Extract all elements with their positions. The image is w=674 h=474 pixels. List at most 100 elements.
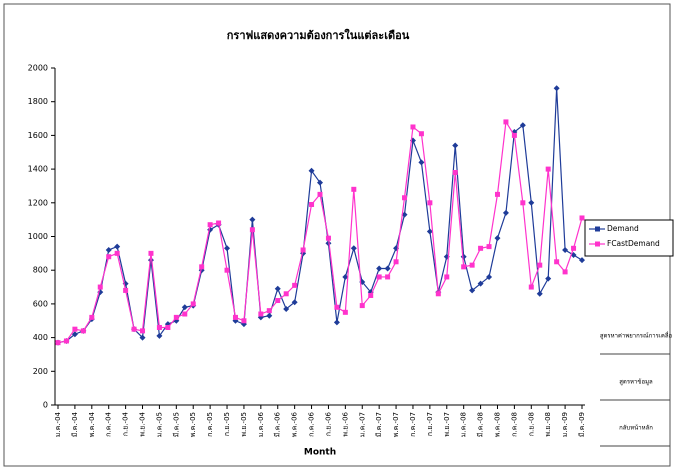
x-tick-label: ม.ค.-04 bbox=[54, 411, 62, 437]
x-tick-label: มี.ค.-08 bbox=[477, 412, 485, 437]
x-tick-label: ก.ค.-05 bbox=[206, 412, 214, 437]
x-tick-label: ก.ย.-07 bbox=[426, 412, 434, 436]
point bbox=[469, 287, 476, 294]
x-tick-label: ก.ค.-06 bbox=[308, 411, 316, 436]
point bbox=[553, 85, 560, 92]
x-tick-label: พ.ย.-06 bbox=[341, 411, 349, 436]
point bbox=[502, 209, 509, 216]
x-tick-label: ก.ย.-06 bbox=[324, 411, 332, 436]
point bbox=[494, 235, 501, 242]
nav-button[interactable]: สูตรหาค่าพยากรณ์การเคลื่อ bbox=[600, 332, 673, 340]
point bbox=[123, 287, 129, 293]
point bbox=[333, 319, 340, 326]
x-tick-label: ม.ค.-09 bbox=[561, 412, 569, 437]
y-tick-label: 400 bbox=[33, 333, 48, 342]
point bbox=[89, 314, 95, 320]
x-tick-label: พ.ค.-08 bbox=[493, 412, 501, 437]
point bbox=[266, 312, 273, 319]
point bbox=[376, 274, 382, 280]
point bbox=[486, 273, 493, 280]
point bbox=[342, 273, 349, 280]
legend-marker bbox=[595, 241, 600, 247]
point bbox=[376, 265, 383, 272]
x-tick-label: ม.ค.-06 bbox=[257, 411, 265, 437]
point bbox=[368, 292, 374, 298]
point bbox=[452, 142, 459, 149]
point bbox=[385, 274, 391, 280]
y-tick-label: 1400 bbox=[28, 165, 48, 174]
point bbox=[519, 122, 526, 129]
x-axis-label: Month bbox=[304, 448, 336, 458]
point bbox=[182, 311, 188, 317]
x-tick-label: มี.ค.-05 bbox=[172, 412, 180, 437]
x-tick-label: ม.ค.-07 bbox=[358, 412, 366, 437]
point bbox=[359, 303, 365, 309]
point bbox=[494, 191, 500, 197]
y-tick-label: 1600 bbox=[28, 131, 48, 140]
x-tick-label: พ.ค.-07 bbox=[392, 412, 400, 437]
point bbox=[148, 250, 154, 256]
point bbox=[181, 304, 188, 311]
y-tick-label: 800 bbox=[33, 266, 48, 275]
y-tick-label: 200 bbox=[33, 367, 48, 376]
point bbox=[384, 265, 391, 272]
point bbox=[545, 166, 551, 172]
point bbox=[131, 326, 137, 332]
point bbox=[105, 246, 112, 253]
point bbox=[283, 291, 289, 297]
x-tick-label: ก.ย.-04 bbox=[122, 411, 130, 436]
point bbox=[426, 228, 433, 235]
legend-label: Demand bbox=[607, 224, 639, 233]
point bbox=[427, 200, 433, 206]
point bbox=[249, 227, 255, 233]
x-tick-label: ม.ค.-08 bbox=[460, 412, 468, 437]
point bbox=[461, 264, 467, 270]
x-tick-label: ก.ค.-08 bbox=[510, 412, 518, 437]
point bbox=[114, 243, 121, 250]
chart-frame bbox=[3, 3, 671, 467]
point bbox=[71, 331, 78, 338]
point bbox=[63, 338, 69, 344]
legend-label: FCastDemand bbox=[607, 239, 660, 248]
point bbox=[156, 332, 163, 339]
nav-button[interactable]: สูตรหาข้อมูล bbox=[619, 379, 653, 386]
point bbox=[410, 124, 416, 130]
nav-button[interactable]: กลับหน้าหลัก bbox=[619, 425, 653, 432]
x-tick-label: มี.ค.-07 bbox=[375, 412, 383, 437]
point bbox=[190, 301, 196, 307]
y-tick-label: 600 bbox=[33, 299, 48, 308]
y-tick-label: 1000 bbox=[28, 232, 48, 241]
x-tick-label: ก.ค.-04 bbox=[105, 411, 113, 436]
point bbox=[317, 179, 323, 186]
x-tick-label: มี.ค.-09 bbox=[578, 412, 586, 437]
point bbox=[503, 119, 509, 125]
point bbox=[325, 235, 331, 241]
point bbox=[224, 267, 230, 273]
point bbox=[258, 311, 264, 317]
x-tick-label: พ.ย.-07 bbox=[443, 412, 451, 437]
x-tick-label: พ.ค.-05 bbox=[189, 412, 197, 437]
point bbox=[486, 244, 492, 250]
point bbox=[402, 195, 408, 201]
point bbox=[165, 324, 171, 330]
point bbox=[266, 308, 272, 314]
point bbox=[418, 131, 424, 137]
point bbox=[325, 240, 332, 247]
point bbox=[579, 257, 585, 264]
x-tick-label: ม.ค.-05 bbox=[155, 412, 163, 437]
point bbox=[562, 246, 569, 253]
point bbox=[350, 245, 357, 252]
point bbox=[274, 285, 281, 292]
point bbox=[80, 328, 86, 334]
point bbox=[309, 201, 315, 207]
point bbox=[216, 220, 222, 226]
y-tick-label: 0 bbox=[43, 401, 48, 410]
legend-marker bbox=[595, 226, 600, 232]
point bbox=[571, 245, 577, 251]
point bbox=[545, 275, 552, 282]
point bbox=[156, 324, 162, 330]
legend bbox=[584, 219, 674, 257]
point bbox=[97, 284, 103, 290]
point bbox=[477, 280, 484, 287]
